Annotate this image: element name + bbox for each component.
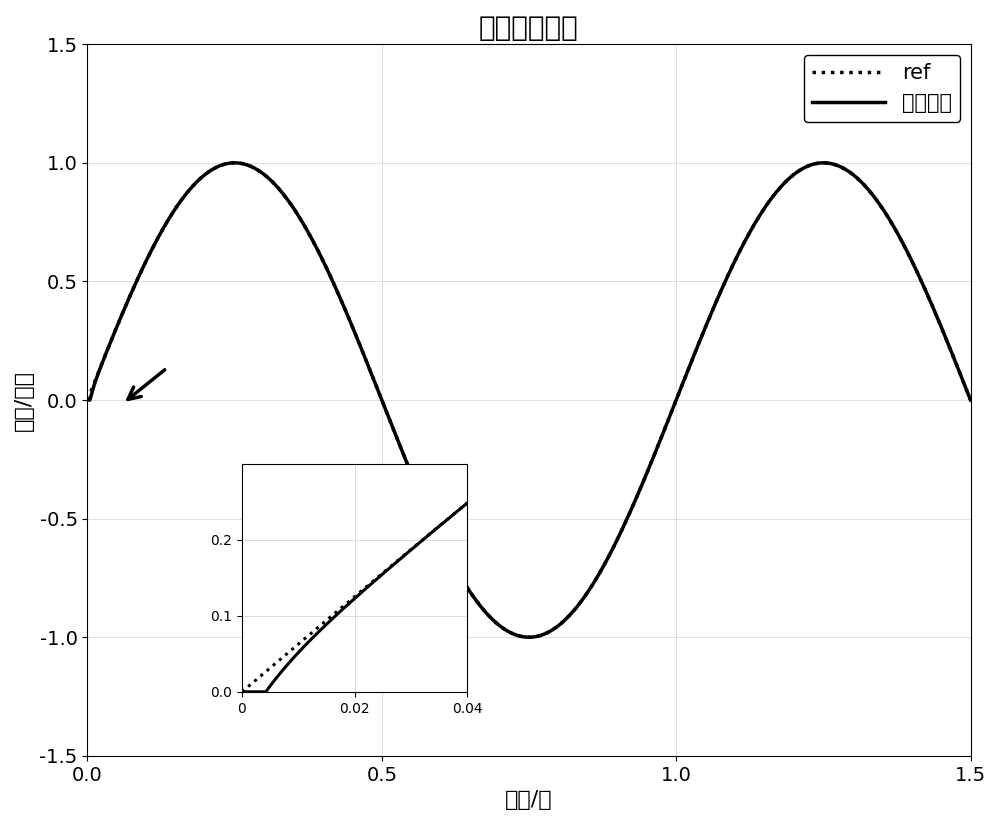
- ref: [808, 159, 820, 169]
- 本文方法: [242, 161, 254, 171]
- Y-axis label: 位置/弧度: 位置/弧度: [14, 369, 34, 430]
- 本文方法: [229, 158, 241, 168]
- ref: [242, 161, 254, 171]
- X-axis label: 时间/秒: 时间/秒: [505, 790, 553, 810]
- 本文方法: [81, 395, 93, 405]
- 本文方法: [419, 501, 431, 511]
- 本文方法: [611, 534, 623, 544]
- ref: [81, 395, 93, 405]
- Title: 位置跟踪效果: 位置跟踪效果: [479, 14, 579, 42]
- 本文方法: [965, 395, 977, 405]
- ref: [656, 431, 668, 441]
- ref: [965, 395, 977, 405]
- 本文方法: [656, 431, 668, 441]
- ref: [741, 233, 753, 243]
- 本文方法: [523, 632, 535, 642]
- ref: [523, 632, 535, 642]
- ref: [611, 534, 623, 544]
- Line: ref: ref: [87, 163, 971, 637]
- Line: 本文方法: 本文方法: [87, 163, 971, 637]
- 本文方法: [741, 233, 753, 243]
- ref: [229, 158, 241, 168]
- Legend: ref, 本文方法: ref, 本文方法: [804, 54, 960, 122]
- ref: [419, 501, 431, 511]
- 本文方法: [808, 159, 820, 169]
